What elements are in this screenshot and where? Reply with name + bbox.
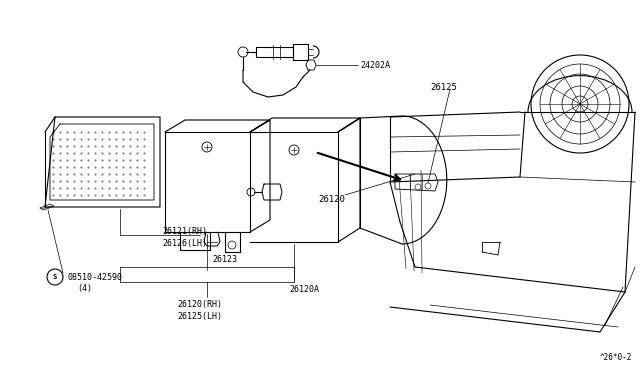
Text: 26125(LH): 26125(LH) (177, 312, 222, 321)
Text: 26120: 26120 (318, 195, 345, 203)
Text: 08510-42590: 08510-42590 (67, 273, 122, 282)
Text: 26126(LH): 26126(LH) (162, 238, 207, 247)
Text: 24202A: 24202A (360, 61, 390, 70)
Text: S: S (53, 274, 57, 280)
Text: 26120A: 26120A (289, 285, 319, 295)
Text: 26123: 26123 (212, 256, 237, 264)
Text: 26120(RH): 26120(RH) (177, 301, 222, 310)
Text: ^26*0-2: ^26*0-2 (600, 353, 632, 362)
Text: 26121(RH): 26121(RH) (162, 227, 207, 235)
Text: 26125: 26125 (430, 83, 457, 92)
Text: (4): (4) (77, 285, 92, 294)
